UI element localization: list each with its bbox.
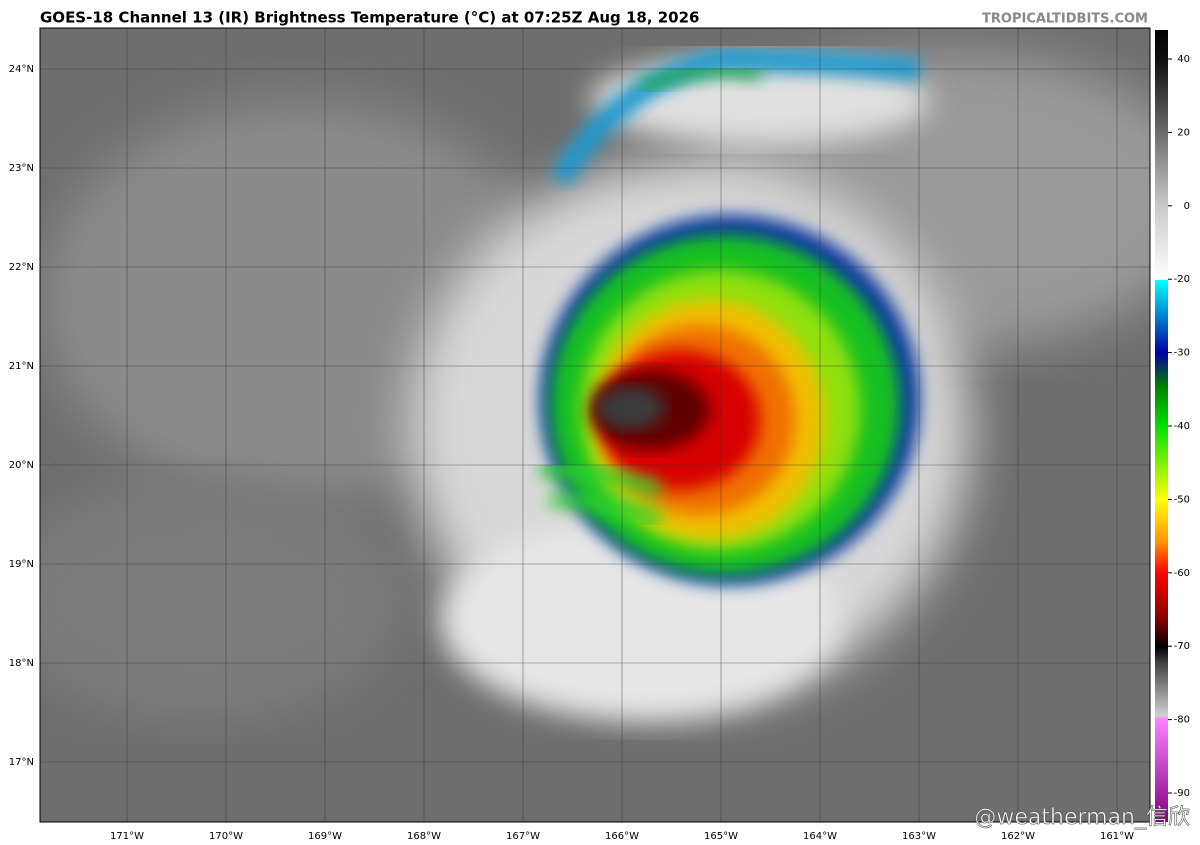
lat-label: 24°N bbox=[9, 64, 34, 75]
lon-label: 169°W bbox=[308, 831, 342, 842]
title: GOES-18 Channel 13 (IR) Brightness Tempe… bbox=[40, 9, 700, 27]
colorbar-tick-label: 40 bbox=[1177, 54, 1190, 65]
lat-label: 18°N bbox=[9, 658, 34, 669]
colorbar-tick-label: -90 bbox=[1174, 788, 1190, 799]
lat-label: 17°N bbox=[9, 757, 34, 768]
colorbar-tick-label: -80 bbox=[1174, 715, 1190, 726]
lat-label: 20°N bbox=[9, 460, 34, 471]
lon-label: 161°W bbox=[1100, 831, 1134, 842]
colorbar-tick-label: 20 bbox=[1177, 127, 1190, 138]
lat-label: 23°N bbox=[9, 163, 34, 174]
watermark: @weatherman_信欣 bbox=[974, 805, 1190, 830]
credit: TROPICALTIDBITS.COM bbox=[982, 12, 1148, 27]
colorbar bbox=[1155, 30, 1168, 822]
colorbar-tick-label: 0 bbox=[1184, 201, 1190, 212]
lat-label: 22°N bbox=[9, 262, 34, 273]
colorbar-tick-label: -30 bbox=[1174, 348, 1190, 359]
lon-label: 165°W bbox=[704, 831, 738, 842]
colorbar-tick-label: -40 bbox=[1174, 421, 1190, 432]
graticule: 24°N 23°N 22°N 21°N 20°N 19°N 18°N 17°N 171°W 170… bbox=[9, 28, 1150, 842]
lon-label: 162°W bbox=[1001, 831, 1035, 842]
lat-label: 21°N bbox=[9, 361, 34, 372]
lon-label: 167°W bbox=[506, 831, 540, 842]
lon-label: 163°W bbox=[902, 831, 936, 842]
colorbar-tick-label: -60 bbox=[1174, 568, 1190, 579]
lon-label: 171°W bbox=[110, 831, 144, 842]
lon-label: 164°W bbox=[803, 831, 837, 842]
plot-frame bbox=[39, 27, 1151, 823]
lon-label: 170°W bbox=[209, 831, 243, 842]
colorbar-tick-label: -70 bbox=[1174, 641, 1190, 652]
lon-label: 166°W bbox=[605, 831, 639, 842]
lat-label: 19°N bbox=[9, 559, 34, 570]
colorbar-tick-label: -50 bbox=[1174, 494, 1190, 505]
lon-label: 168°W bbox=[407, 831, 441, 842]
imagery bbox=[40, 28, 1150, 822]
colorbar-tick-label: -20 bbox=[1174, 274, 1190, 285]
